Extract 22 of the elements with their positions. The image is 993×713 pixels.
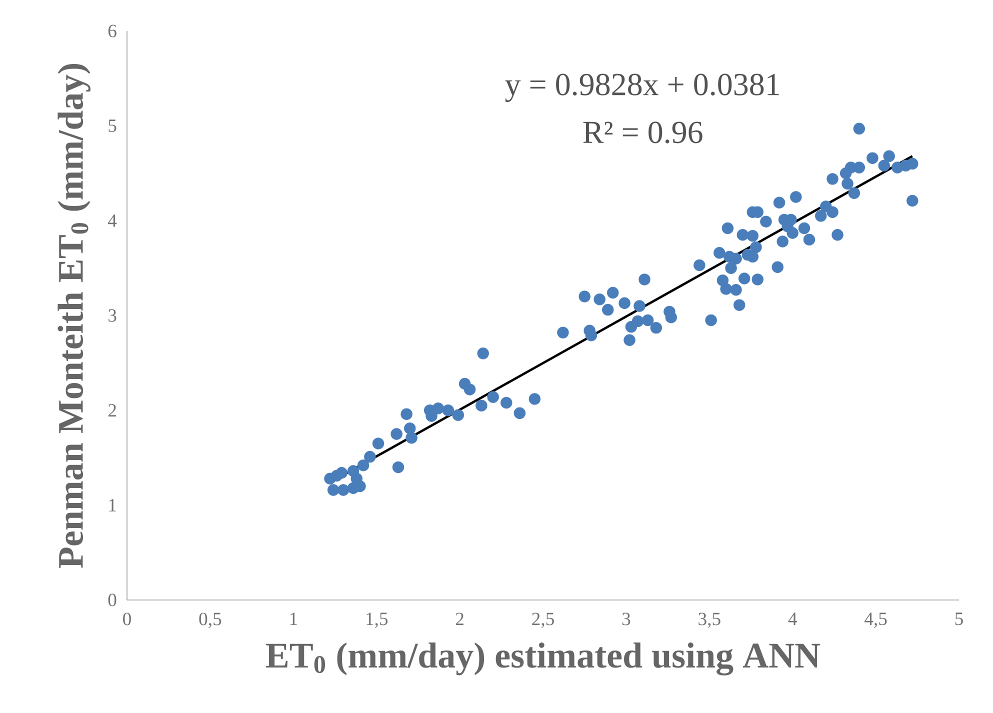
x-tick-label: 3 (622, 612, 630, 626)
x-tick-label: 0,5 (199, 612, 222, 628)
y-tick-label: 4 (108, 214, 117, 227)
x-tick-label: 1 (290, 612, 297, 626)
annotation: y = 0.9828x + 0.0381 (505, 74, 779, 102)
x-tick-label: 4 (788, 612, 797, 625)
y-tick-label: 5 (108, 120, 116, 132)
y-tick-label: 3 (108, 309, 116, 322)
y-tick-label: 1 (109, 498, 116, 512)
x-tick-label: 2,5 (532, 612, 554, 628)
x-tick-label: 1,5 (366, 612, 388, 628)
x-axis-title: ET$_{0}$ (mm/day) estimated using ANN (266, 642, 820, 676)
x-tick-label: 2 (456, 612, 464, 626)
x-tick-label: 3,5 (698, 612, 720, 628)
x-tick-label: 5 (955, 612, 963, 626)
y-axis-title: Penman Monteith ET$_{0}$ (mm/day) (58, 64, 90, 568)
x-tick-label: 4,5 (864, 612, 887, 628)
y-tick-label: 0 (108, 594, 116, 606)
x-tick-label: 0 (123, 612, 131, 626)
annotation: R² = 0.96 (583, 122, 702, 144)
y-tick-label: 6 (108, 24, 116, 38)
y-tick-label: 2 (108, 404, 116, 416)
